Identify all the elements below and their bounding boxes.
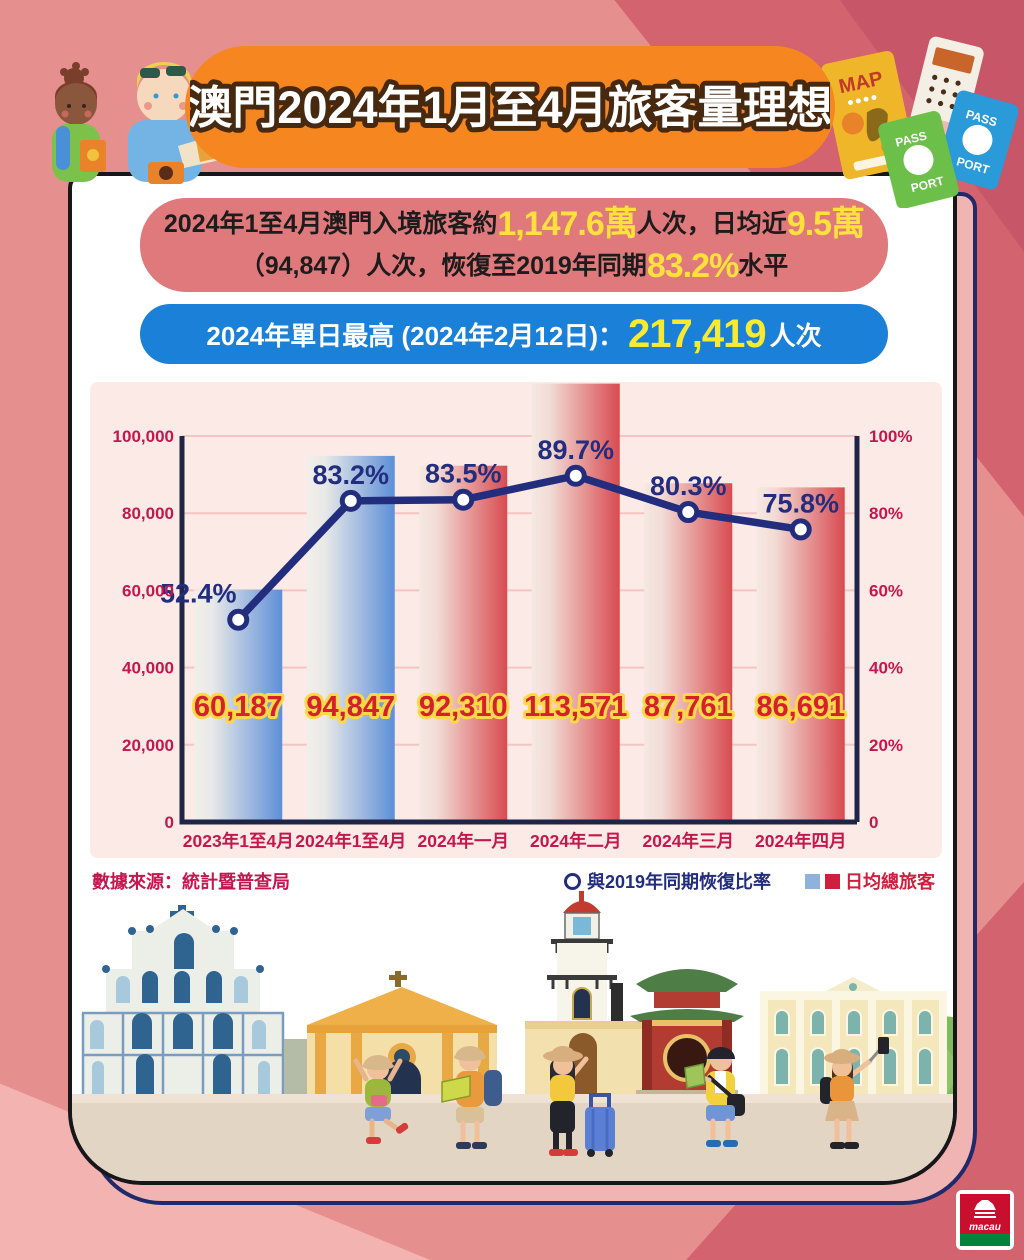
- line-point-marker: [789, 518, 812, 541]
- line-point-label: 75.8%: [762, 488, 839, 518]
- title-banner-svg: 澳門2024年1月至4月旅客量理想: [190, 77, 830, 138]
- legend-line-series: 與2019年同期恢復比率: [563, 868, 771, 894]
- bar-value-label: 94,847: [306, 691, 395, 723]
- guia-lighthouse-illustration: [525, 891, 643, 1094]
- title-banner: 澳門2024年1月至4月旅客量理想: [185, 46, 835, 168]
- line-point-label: 83.2%: [312, 460, 389, 490]
- line-point-marker: [339, 489, 362, 512]
- x-axis-label: 2024年1至4月: [295, 831, 406, 851]
- left-axis-tick: 60,000: [122, 581, 174, 600]
- data-source-label: 數據來源：統計暨普查局: [92, 872, 290, 892]
- bar-2024年一月: [419, 465, 508, 822]
- line-point-label: 80.3%: [650, 471, 727, 501]
- tourists-illustration: [52, 62, 238, 184]
- record-label: 2024年單日最高 (2024年2月12日)：: [206, 320, 624, 351]
- summary-box: 2024年1至4月澳門入境旅客約1,147.6萬人次，日均近9.5萬 （94,8…: [140, 198, 888, 292]
- line-marker-icon: [563, 872, 581, 890]
- line-point-label: 89.7%: [537, 435, 614, 465]
- summary-text: 人次，日均近: [636, 210, 787, 238]
- right-axis-tick: 40%: [869, 659, 903, 678]
- infographic-card: 2024年1至4月澳門入境旅客約1,147.6萬人次，日均近9.5萬 （94,8…: [68, 172, 957, 1185]
- passport-icon-green: PASS PORT: [878, 110, 959, 208]
- tourist-selfie-woman: [820, 1037, 889, 1149]
- left-axis-tick: 20,000: [122, 736, 174, 755]
- bar-value-label: 86,691: [756, 691, 845, 723]
- summary-highlight-recovery: 83.2%: [646, 247, 739, 285]
- macau-street-scene: [72, 891, 953, 1181]
- line-point-marker: [564, 464, 587, 487]
- line-point-marker: [227, 608, 250, 631]
- tourist-jumping-girl: [353, 1055, 409, 1144]
- left-axis-tick: 100,000: [113, 427, 174, 446]
- right-axis-tick: 80%: [869, 504, 903, 523]
- macau-tourism-logo: macau: [956, 1190, 1014, 1250]
- bar-2024年1至4月: [306, 455, 395, 822]
- blue-bar-swatch-icon: [805, 873, 820, 889]
- left-axis-tick: 80,000: [122, 504, 174, 523]
- x-axis-label: 2024年四月: [755, 831, 846, 851]
- summary-line-1: 2024年1至4月澳門入境旅客約1,147.6萬人次，日均近9.5萬: [163, 203, 865, 245]
- record-unit: 人次: [769, 320, 822, 351]
- record-value: 217,419: [628, 311, 767, 356]
- macau-logo-icon: macau: [960, 1194, 1010, 1246]
- summary-text: 水平: [738, 252, 789, 280]
- bar-value-label: 87,761: [644, 691, 733, 723]
- right-axis-tick: 100%: [869, 427, 912, 446]
- tourist-yellow-shirt-man: [684, 1047, 745, 1147]
- suitcase-icon: [585, 1093, 615, 1157]
- red-bar-swatch-icon: [825, 873, 840, 889]
- x-axis-label: 2024年二月: [530, 831, 621, 851]
- bar-2024年四月: [756, 487, 845, 822]
- bar-value-label: 60,187: [194, 691, 283, 723]
- bar-2024年二月: [531, 383, 620, 822]
- page-title: 澳門2024年1月至4月旅客量理想: [190, 82, 830, 133]
- summary-highlight-daily: 9.5萬: [786, 205, 865, 243]
- line-point-label: 83.5%: [425, 459, 502, 489]
- tourist-hat-woman: [543, 1046, 615, 1157]
- right-axis-tick: 0: [869, 813, 878, 832]
- passport-icon-blue: PASS PORT: [936, 90, 1018, 190]
- macau-logo-text: macau: [969, 1222, 1001, 1233]
- legend-bar-series: 日均總旅客: [805, 868, 935, 894]
- line-point-marker: [452, 488, 475, 511]
- recovery-rate-line: [234, 472, 805, 624]
- chart-panel: 60,187 94,847 92,310 113,571 87,761 86,691 52.…: [90, 382, 942, 858]
- adult-tourist: [128, 62, 238, 184]
- chart-legend: 與2019年同期恢復比率 日均總旅客: [563, 868, 935, 894]
- bar-2024年三月: [644, 483, 733, 822]
- legend-line-label: 與2019年同期恢復比率: [586, 872, 771, 892]
- left-axis-tick: 0: [165, 813, 174, 832]
- bar-value-label: 92,310: [419, 691, 508, 723]
- line-point-marker: [677, 501, 700, 524]
- x-axis-label: 2024年一月: [418, 831, 509, 851]
- summary-line-2: （94,847）人次，恢復至2019年同期83.2%水平: [240, 245, 789, 287]
- road: [72, 1094, 953, 1181]
- tourist-map-man: [441, 1046, 502, 1149]
- x-axis-label: 2023年1至4月: [183, 831, 294, 851]
- summary-text: 2024年1至4月澳門入境旅客約: [163, 210, 498, 238]
- legend-bar-label: 日均總旅客: [845, 872, 935, 892]
- right-axis-tick: 60%: [869, 581, 903, 600]
- ruins-st-pauls-illustration: [81, 905, 285, 1095]
- summary-text: （94,847）人次，恢復至2019年同期: [239, 252, 647, 280]
- child-tourist: [52, 62, 106, 182]
- summary-highlight-total: 1,147.6萬: [497, 205, 637, 243]
- road-curb: [72, 1094, 953, 1103]
- left-axis-tick: 40,000: [122, 659, 174, 678]
- right-axis-tick: 20%: [869, 736, 903, 755]
- x-axis-label: 2024年三月: [643, 831, 734, 851]
- record-box: 2024年單日最高 (2024年2月12日)： 217,419 人次: [140, 304, 888, 364]
- visitors-chart: 60,187 94,847 92,310 113,571 87,761 86,691 52.…: [113, 383, 912, 851]
- line-point-label: 52.4%: [160, 579, 237, 609]
- bar-value-label: 113,571: [524, 691, 627, 723]
- travel-items-illustration: MAP PASS PORT PASS PORT: [821, 36, 1018, 208]
